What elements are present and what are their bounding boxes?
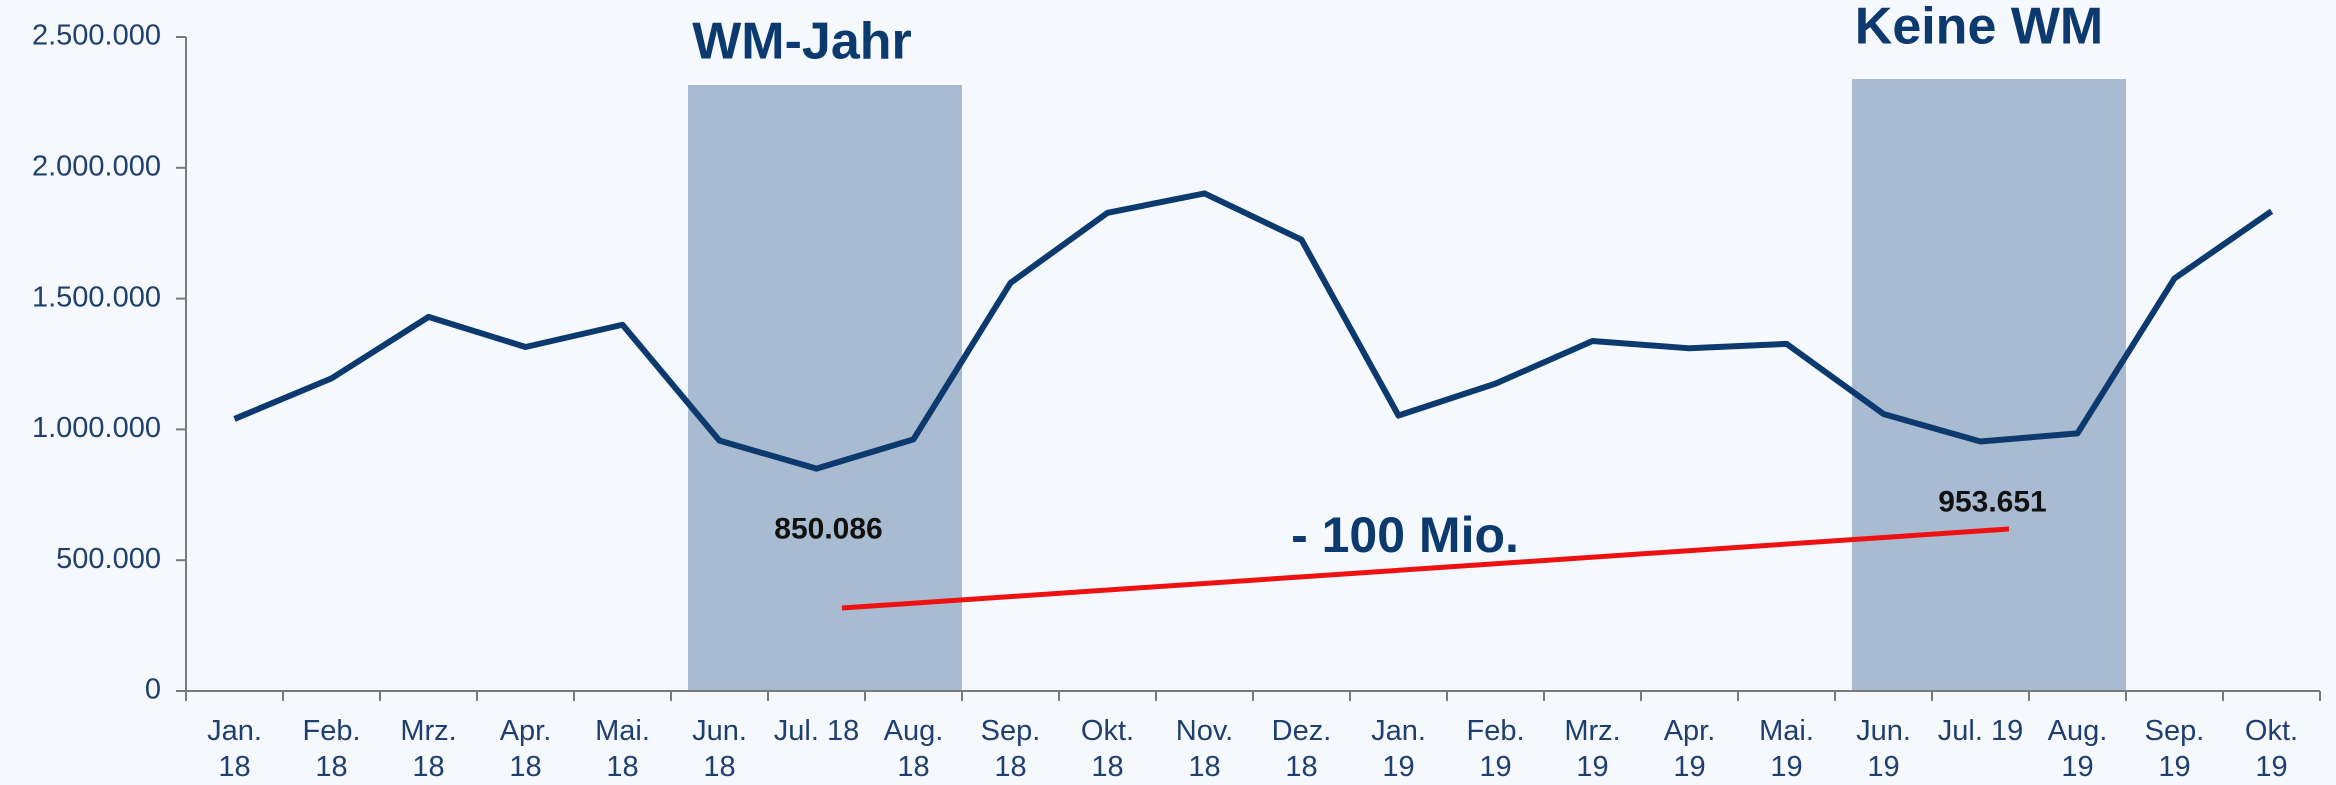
- x-tick-label: Jul. 18: [773, 715, 860, 747]
- y-tick-label: 2.000.000: [32, 150, 161, 182]
- y-tick-label: 1.500.000: [32, 281, 161, 313]
- x-tick-label: Mai. 19: [1759, 715, 1814, 783]
- x-tick-label: Okt. 19: [2244, 715, 2299, 783]
- x-tick-label: Feb. 18: [302, 715, 361, 783]
- x-tick-label: Mrz. 18: [400, 715, 457, 783]
- x-tick-label: Aug. 18: [883, 715, 944, 783]
- data-label: 850.086: [774, 513, 882, 546]
- x-tick-label: Sep. 18: [980, 715, 1041, 783]
- x-tick-label: Dez. 18: [1271, 715, 1332, 783]
- x-tick-label: Apr. 18: [499, 715, 552, 783]
- y-tick-label: 0: [145, 674, 161, 706]
- x-tick-label: Apr. 19: [1663, 715, 1716, 783]
- highlight-label: WM-Jahr: [692, 13, 912, 71]
- annotation: - 100 Mio.: [1291, 507, 1519, 563]
- x-tick-label: Jun. 18: [692, 715, 747, 783]
- x-tick-label: Nov. 18: [1175, 715, 1234, 783]
- data-label: 953.651: [1938, 485, 2046, 518]
- x-tick-label: Mrz. 19: [1564, 715, 1621, 783]
- x-tick-label: Jan. 18: [207, 715, 262, 783]
- highlight-label: Keine WM: [1855, 0, 2103, 56]
- x-tick-label: Feb. 19: [1466, 715, 1525, 783]
- x-tick-label: Jul. 19: [1937, 715, 2024, 747]
- data-line: [233, 190, 2274, 472]
- x-tick-label: Aug. 19: [2047, 715, 2108, 783]
- highlight-band: [688, 85, 962, 691]
- x-tick-label: Okt. 18: [1080, 715, 1135, 783]
- x-tick-label: Sep. 19: [2144, 715, 2205, 783]
- y-tick-label: 2.500.000: [32, 20, 161, 52]
- x-tick-label: Jan. 19: [1371, 715, 1426, 783]
- x-tick-label: Mai. 18: [595, 715, 650, 783]
- trend-line: [841, 526, 2010, 611]
- highlight-band: [1852, 79, 2126, 691]
- y-tick-label: 500.000: [56, 543, 161, 575]
- y-tick-label: 1.000.000: [32, 412, 161, 444]
- x-tick-label: Jun. 19: [1856, 715, 1911, 783]
